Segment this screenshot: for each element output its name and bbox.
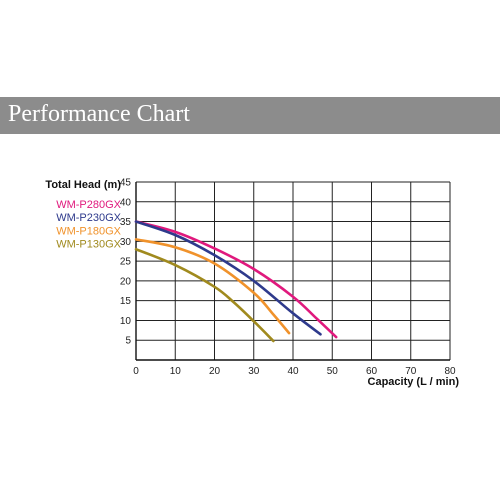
page-title: Performance Chart [8, 101, 190, 127]
y-tick-label: 40 [120, 197, 132, 208]
legend-item-wm-p130gx: WM-P130GX [56, 239, 121, 251]
x-tick-label: 50 [327, 366, 339, 377]
y-tick-label: 35 [120, 217, 132, 228]
x-tick-label: 0 [133, 366, 139, 377]
x-tick-label: 30 [248, 366, 260, 377]
y-tick-label: 5 [125, 336, 131, 347]
chart-axes [135, 182, 450, 361]
legend-item-wm-p180gx: WM-P180GX [56, 225, 121, 237]
header-bar: Performance Chart [0, 97, 500, 134]
x-tick-label: 60 [366, 366, 378, 377]
series-line-wm-p230gx [134, 220, 322, 336]
x-tick-label: 70 [405, 366, 417, 377]
y-tick-label: 45 [120, 178, 132, 189]
y-tick-label: 20 [120, 276, 132, 287]
chart-series [134, 220, 338, 343]
y-tick-label: 15 [120, 296, 132, 307]
x-tick-label: 80 [444, 366, 456, 377]
legend-item-wm-p280gx: WM-P280GX [56, 199, 121, 211]
series-line-wm-p180gx [134, 238, 291, 335]
x-tick-label: 10 [170, 366, 182, 377]
y-tick-label: 10 [120, 316, 132, 327]
series-line-wm-p130gx [134, 247, 275, 343]
y-tick-label: 25 [120, 257, 132, 268]
x-axis-title: Capacity (L / min) [368, 376, 460, 388]
y-axis-title: Total Head (m) [45, 179, 121, 191]
chart-grid [135, 181, 451, 360]
y-tick-label: 30 [120, 237, 132, 248]
series-line-wm-p280gx [134, 220, 338, 339]
x-tick-label: 20 [209, 366, 221, 377]
chart-labels: 0 10 20 30 40 50 60 70 80 5 10 15 20 25 30 35 40 45Total … [45, 178, 459, 389]
legend-item-wm-p230gx: WM-P230GX [56, 212, 121, 224]
x-tick-label: 40 [287, 366, 299, 377]
